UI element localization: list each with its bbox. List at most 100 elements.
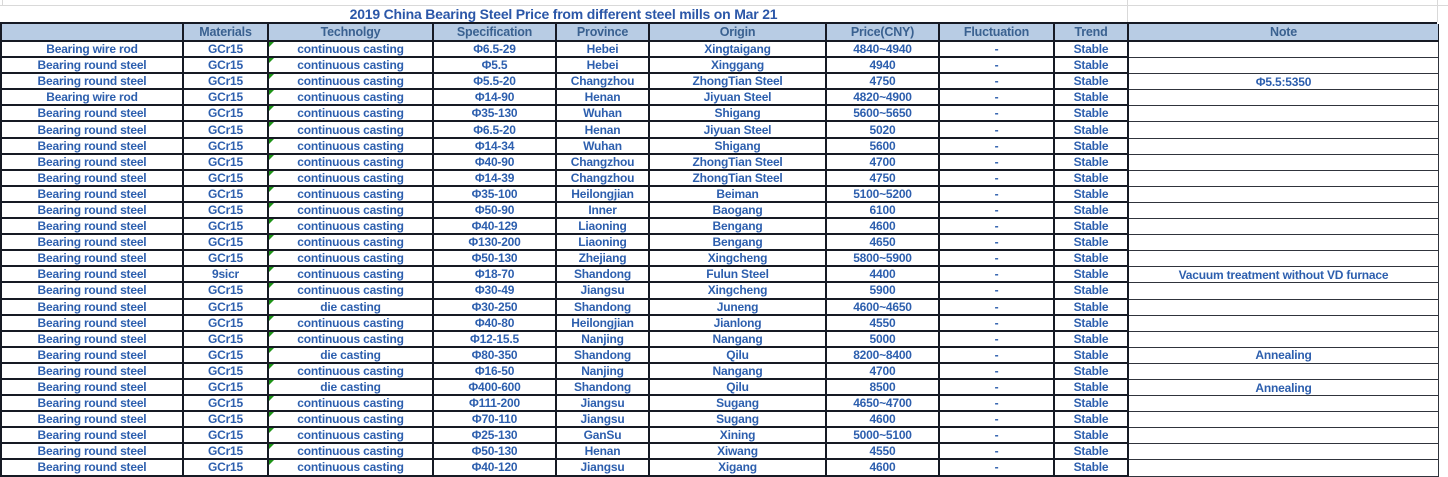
cell-materials: GCr15 xyxy=(184,315,269,332)
cell-product: Bearing round steel xyxy=(2,202,184,220)
cell-technology: continuous casting xyxy=(269,331,434,348)
column-header-province: Province xyxy=(557,24,650,42)
cell-note xyxy=(1129,412,1439,429)
cell-price: 8500 xyxy=(827,379,940,397)
cell-note xyxy=(1129,315,1439,332)
cell-materials: GCr15 xyxy=(184,154,269,171)
cell-province: Jiangsu xyxy=(557,396,650,413)
cell-province: Hebei xyxy=(557,42,650,59)
cell-origin: Baogang xyxy=(650,202,827,220)
cell-price: 4600 xyxy=(827,219,940,236)
cell-province: Heilongjian xyxy=(557,186,650,203)
cell-trend: Stable xyxy=(1055,122,1129,139)
cell-product: Bearing round steel xyxy=(2,251,184,268)
cell-technology: continuous casting xyxy=(269,170,434,187)
cell-technology: die casting xyxy=(269,379,434,397)
cell-materials: GCr15 xyxy=(184,331,269,348)
cell-specification: Φ40-120 xyxy=(434,460,557,477)
cell-materials: GCr15 xyxy=(184,219,269,236)
cell-fluctuation: - xyxy=(940,396,1055,413)
cell-materials: GCr15 xyxy=(184,379,269,397)
cell-price: 4550 xyxy=(827,315,940,332)
cell-fluctuation: - xyxy=(940,283,1055,300)
cell-province: Nanjing xyxy=(557,331,650,348)
cell-origin: Qilu xyxy=(650,347,827,364)
cell-product: Bearing round steel xyxy=(2,412,184,429)
cell-technology: continuous casting xyxy=(269,186,434,203)
cell-specification: Φ5.5-20 xyxy=(434,74,557,91)
cell-province: Liaoning xyxy=(557,235,650,252)
cell-origin: Xinggang xyxy=(650,58,827,75)
cell-trend: Stable xyxy=(1055,138,1129,155)
cell-price: 4600 xyxy=(827,460,940,477)
cell-fluctuation: - xyxy=(940,202,1055,220)
cell-province: Inner xyxy=(557,202,650,220)
cell-technology: continuous casting xyxy=(269,138,434,155)
cell-materials: GCr15 xyxy=(184,58,269,75)
cell-trend: Stable xyxy=(1055,347,1129,364)
cell-fluctuation: - xyxy=(940,331,1055,348)
cell-note xyxy=(1129,219,1439,236)
cell-note xyxy=(1129,106,1439,123)
cell-specification: Φ6.5-29 xyxy=(434,42,557,59)
cell-materials: GCr15 xyxy=(184,170,269,187)
cell-note: Annealing xyxy=(1129,347,1439,364)
cell-technology: continuous casting xyxy=(269,444,434,461)
cell-origin: Xingcheng xyxy=(650,283,827,300)
cell-note xyxy=(1129,170,1439,187)
cell-materials: GCr15 xyxy=(184,235,269,252)
cell-product: Bearing round steel xyxy=(2,460,184,477)
cell-origin: ZhongTian Steel xyxy=(650,74,827,91)
cell-trend: Stable xyxy=(1055,460,1129,477)
cell-materials: GCr15 xyxy=(184,106,269,123)
cell-province: Jiangsu xyxy=(557,283,650,300)
cell-origin: Sugang xyxy=(650,412,827,429)
cell-origin: Nangang xyxy=(650,331,827,348)
cell-technology: continuous casting xyxy=(269,428,434,445)
cell-province: Henan xyxy=(557,122,650,139)
cell-fluctuation: - xyxy=(940,460,1055,477)
cell-origin: Beiman xyxy=(650,186,827,203)
cell-product: Bearing round steel xyxy=(2,396,184,413)
cell-price: 5600~5650 xyxy=(827,106,940,123)
cell-price: 5000 xyxy=(827,331,940,348)
price-table: Materials Technolgy Specification Province O… xyxy=(0,22,1439,477)
cell-materials: GCr15 xyxy=(184,122,269,139)
faint-gridline-horizontal xyxy=(0,5,1448,6)
cell-province: Shandong xyxy=(557,299,650,316)
cell-trend: Stable xyxy=(1055,90,1129,107)
cell-origin: Xingcheng xyxy=(650,251,827,268)
cell-materials: GCr15 xyxy=(184,251,269,268)
cell-technology: continuous casting xyxy=(269,235,434,252)
cell-province: Liaoning xyxy=(557,219,650,236)
cell-fluctuation: - xyxy=(940,90,1055,107)
cell-specification: Φ50-130 xyxy=(434,444,557,461)
cell-product: Bearing round steel xyxy=(2,428,184,445)
cell-specification: Φ6.5-20 xyxy=(434,122,557,139)
cell-product: Bearing round steel xyxy=(2,74,184,91)
cell-origin: Xingtaigang xyxy=(650,42,827,59)
cell-materials: GCr15 xyxy=(184,42,269,59)
column-header-trend: Trend xyxy=(1055,24,1129,42)
cell-technology: continuous casting xyxy=(269,315,434,332)
cell-price: 4400 xyxy=(827,267,940,284)
cell-materials: 9sicr xyxy=(184,267,269,284)
cell-fluctuation: - xyxy=(940,74,1055,91)
cell-product: Bearing round steel xyxy=(2,122,184,139)
cell-trend: Stable xyxy=(1055,379,1129,397)
cell-trend: Stable xyxy=(1055,251,1129,268)
cell-technology: continuous casting xyxy=(269,283,434,300)
cell-note xyxy=(1129,138,1439,155)
cell-specification: Φ16-50 xyxy=(434,363,557,380)
cell-note xyxy=(1129,58,1439,75)
cell-materials: GCr15 xyxy=(184,412,269,429)
cell-price: 4940 xyxy=(827,58,940,75)
column-header-product xyxy=(2,24,184,42)
cell-note xyxy=(1129,396,1439,413)
cell-materials: GCr15 xyxy=(184,396,269,413)
cell-specification: Φ130-200 xyxy=(434,235,557,252)
table-title: 2019 China Bearing Steel Price from diff… xyxy=(349,6,778,22)
cell-price: 4650~4700 xyxy=(827,396,940,413)
cell-specification: Φ14-34 xyxy=(434,138,557,155)
cell-origin: Xining xyxy=(650,428,827,445)
